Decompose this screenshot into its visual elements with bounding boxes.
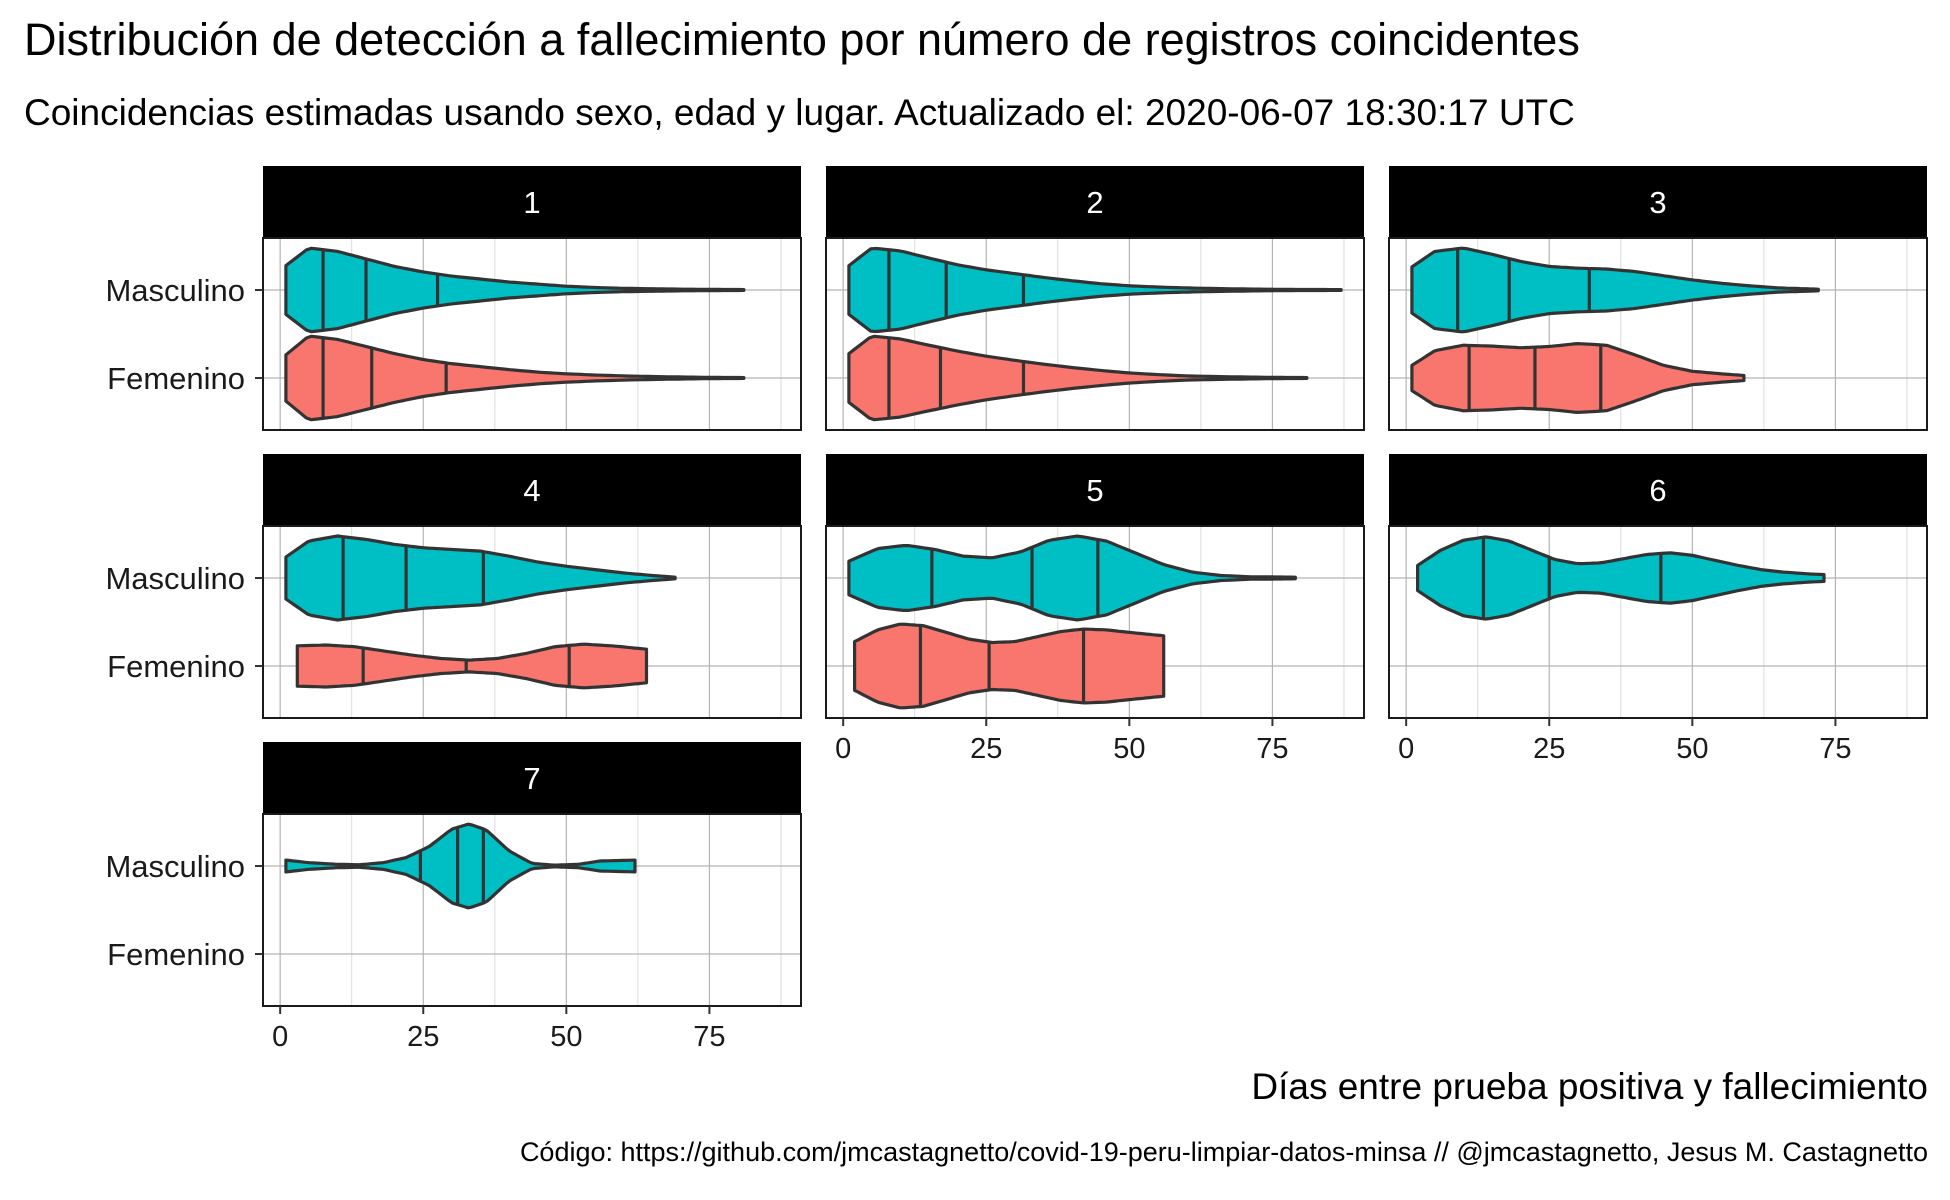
facet-strip	[263, 454, 801, 526]
facet-strip	[826, 454, 1364, 526]
violin-femenino	[1410, 342, 1746, 414]
x-tick-label: 0	[272, 1021, 288, 1053]
violin-femenino	[295, 642, 649, 690]
y-tick-label-femenino: Femenino	[107, 937, 245, 972]
y-tick-label-masculino: Masculino	[105, 561, 245, 596]
facet-strip-label: 5	[1086, 473, 1103, 508]
y-tick-label-masculino: Masculino	[105, 273, 245, 308]
violin-femenino	[847, 334, 1309, 422]
chart-caption: Código: https://github.com/jmcastagnetto…	[519, 1137, 1928, 1167]
y-tick-label-masculino: Masculino	[105, 849, 245, 884]
x-tick-label: 75	[1256, 733, 1288, 765]
violin-masculino	[284, 534, 677, 622]
facet-panel-4: 4 Masculino Femenino	[105, 454, 802, 719]
panel-border	[825, 525, 1365, 719]
facet-strip	[263, 742, 801, 814]
violin-femenino	[284, 334, 746, 422]
chart-subtitle: Coincidencias estimadas usando sexo, eda…	[24, 92, 1575, 133]
facet-panel-1: 1 Masculino Femenino	[105, 166, 802, 431]
panel-border	[825, 237, 1365, 431]
facet-panel-2: 2	[825, 166, 1365, 431]
facet-strip-label: 3	[1649, 185, 1666, 220]
x-tick-label: 50	[1676, 733, 1708, 765]
panel-border	[262, 525, 802, 719]
violin-masculino	[284, 246, 746, 334]
x-tick-label: 25	[407, 1021, 439, 1053]
facet-strip	[263, 166, 801, 238]
facet-strip-label: 2	[1086, 185, 1103, 220]
panel-border	[262, 813, 802, 1007]
x-tick-label: 0	[835, 733, 851, 765]
facet-strip	[826, 166, 1364, 238]
x-tick-label: 50	[550, 1021, 582, 1053]
facet-strip-label: 6	[1649, 473, 1666, 508]
facet-panel-6: 6 0 25 50 75	[1388, 454, 1928, 765]
violin-masculino	[284, 822, 637, 910]
facet-strip	[1389, 454, 1927, 526]
x-tick-label: 50	[1113, 733, 1145, 765]
x-tick-label: 75	[1819, 733, 1851, 765]
panel-border	[1388, 237, 1928, 431]
x-tick-label: 0	[1398, 733, 1414, 765]
x-axis-label: Días entre prueba positiva y fallecimien…	[1251, 1066, 1928, 1107]
chart-title: Distribución de detección a fallecimient…	[24, 14, 1580, 65]
panel-border	[1388, 525, 1928, 719]
facet-strip-label: 1	[523, 185, 540, 220]
violin-femenino	[853, 622, 1166, 710]
x-tick-label: 25	[1533, 733, 1565, 765]
facet-strip	[1389, 166, 1927, 238]
facet-strip-label: 4	[523, 473, 540, 508]
y-tick-label-femenino: Femenino	[107, 649, 245, 684]
facet-strip-label: 7	[523, 761, 540, 796]
violin-masculino	[847, 534, 1297, 622]
panel-border	[262, 237, 802, 431]
facet-panel-3: 3	[1388, 166, 1928, 431]
facet-panel-5: 50 25 50 75	[825, 454, 1365, 765]
y-tick-label-femenino: Femenino	[107, 361, 245, 396]
facet-panel-7: 7 Masculino Femenino 0 25 50 75	[105, 742, 802, 1053]
panel-background	[263, 814, 801, 1006]
violin-masculino	[1410, 246, 1820, 334]
violin-masculino	[847, 246, 1343, 334]
x-tick-label: 75	[693, 1021, 725, 1053]
x-tick-label: 25	[970, 733, 1002, 765]
